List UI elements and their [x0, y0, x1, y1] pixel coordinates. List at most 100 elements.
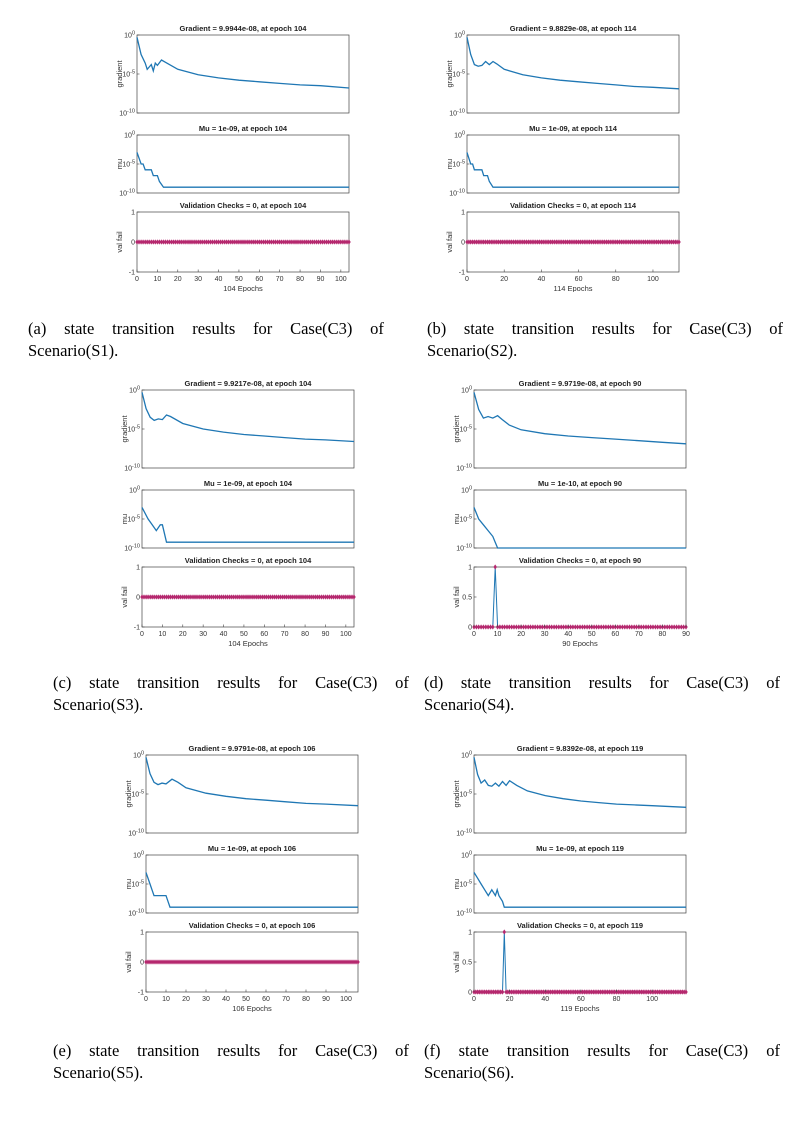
y-tick-label: 0 [136, 595, 140, 602]
mu-series-line [141, 507, 354, 543]
chart-svg: Gradient = 9.8392e-08, at epoch 119 gradi… [452, 744, 688, 1012]
x-tick-label: 30 [202, 996, 210, 1003]
x-axis-label: 119 Epochs [560, 1004, 599, 1012]
subplot-gradient: Gradient = 9.8829e-08, at epoch 114 gradi… [445, 24, 680, 118]
x-tick-label: 100 [335, 276, 347, 283]
y-tick-label: 100 [461, 486, 472, 495]
chart-panel-d: Gradient = 9.9719e-08, at epoch 90 gradie… [452, 375, 692, 647]
val-fail-point [476, 624, 481, 630]
val-fail-point [587, 624, 592, 630]
x-tick-label: 0 [472, 631, 476, 638]
x-tick-label: 100 [646, 996, 658, 1003]
x-tick-label: 40 [541, 996, 549, 1003]
y-tick-label: 1 [136, 565, 140, 572]
x-tick-label: 80 [659, 631, 667, 638]
x-tick-label: 30 [194, 276, 202, 283]
plot-frame [473, 754, 687, 834]
y-tick-label: 10-5 [459, 425, 472, 434]
subplot-gradient: Gradient = 9.9791e-08, at epoch 106 gradi… [124, 744, 359, 838]
subplot-gradient: Gradient = 9.8392e-08, at epoch 119 gradi… [452, 744, 687, 838]
subplot-val-fail: Validation Checks = 0, at epoch 106 val f… [124, 921, 360, 1012]
y-tick-label: 10-5 [131, 880, 144, 889]
y-axis-label: val fail [445, 231, 454, 253]
subplot-title: Mu = 1e-09, at epoch 119 [536, 844, 624, 853]
val-fail-point [655, 624, 660, 630]
x-tick-label: 20 [182, 996, 190, 1003]
y-tick-label: 10-10 [128, 909, 144, 918]
y-tick-label: 100 [133, 851, 144, 860]
plot-frame [141, 489, 355, 549]
val-fail-point [651, 624, 655, 630]
y-tick-label: 100 [461, 751, 472, 760]
subplot-gradient: Gradient = 9.9944e-08, at epoch 104 gradi… [115, 24, 350, 118]
val-fail-point [491, 624, 495, 630]
subplot-gradient: Gradient = 9.9217e-08, at epoch 104 gradi… [120, 379, 355, 473]
gradient-series-line [145, 757, 359, 807]
x-tick-label: 10 [162, 996, 170, 1003]
val-fail-point [646, 624, 651, 630]
val-fail-point [571, 624, 575, 630]
x-tick-label: 20 [506, 996, 514, 1003]
y-axis-label: gradient [120, 415, 129, 443]
subplot-title: Validation Checks = 0, at epoch 114 [510, 201, 637, 210]
caption-d: (d) state transition results for Case(C3) of S… [424, 673, 780, 714]
x-tick-label: 60 [255, 276, 263, 283]
y-tick-label: 10-5 [459, 880, 472, 889]
y-axis-label: mu [452, 514, 461, 524]
val-fail-point [486, 624, 490, 630]
caption-e: (e) state transition results for Case(C3) of S… [53, 1041, 409, 1082]
y-axis-label: val fail [115, 231, 124, 253]
val-fail-point [630, 624, 634, 630]
plot-frame [466, 34, 680, 114]
x-tick-label: 30 [541, 631, 549, 638]
x-tick-label: 80 [296, 276, 304, 283]
subplot-title: Validation Checks = 0, at epoch 90 [519, 556, 641, 565]
y-tick-label: 10-5 [122, 160, 135, 169]
mu-series-line [473, 872, 686, 908]
val-fail-point [533, 624, 537, 630]
val-fail-point [540, 624, 545, 630]
subplot-title: Gradient = 9.9944e-08, at epoch 104 [180, 24, 308, 33]
y-axis-label: mu [120, 514, 129, 524]
subplot-title: Validation Checks = 0, at epoch 106 [189, 921, 316, 930]
y-tick-label: 1 [468, 930, 472, 937]
y-axis-label: gradient [452, 415, 461, 443]
y-tick-label: 10-10 [456, 909, 472, 918]
y-tick-label: 10-5 [131, 790, 144, 799]
y-axis-label: mu [115, 159, 124, 169]
x-axis-label: 104 Epochs [228, 639, 268, 647]
y-tick-label: 1 [140, 930, 144, 937]
caption-f: (f) state transition results for Case(C3) of S… [424, 1041, 780, 1082]
subplot-mu: Mu = 1e-09, at epoch 114 mu 100 10-5 10-10 [445, 124, 680, 198]
subplot-mu: Mu = 1e-09, at epoch 106 mu 100 10-5 10-10 [124, 844, 359, 918]
subplot-mu: Mu = 1e-09, at epoch 119 mu 100 10-5 10-10 [452, 844, 687, 918]
val-fail-point [634, 624, 639, 630]
y-tick-label: 0.5 [462, 595, 472, 602]
plot-frame [145, 854, 359, 914]
y-tick-label: 100 [133, 751, 144, 760]
val-fail-point [481, 624, 486, 630]
y-axis-label: val fail [124, 951, 133, 973]
val-fail-point [528, 624, 533, 630]
x-tick-label: 100 [340, 631, 352, 638]
subplot-title: Validation Checks = 0, at epoch 119 [517, 921, 643, 930]
subplot-val-fail: Validation Checks = 0, at epoch 104 val f… [120, 556, 356, 647]
subplot-mu: Mu = 1e-09, at epoch 104 mu 100 10-5 10-10 [120, 479, 355, 553]
plot-frame [145, 754, 359, 834]
x-tick-label: 100 [647, 276, 659, 283]
y-tick-label: 100 [124, 131, 135, 140]
y-tick-label: 10-5 [122, 70, 135, 79]
val-fail-point [641, 624, 646, 630]
x-tick-label: 0 [472, 996, 476, 1003]
y-tick-label: 0.5 [462, 960, 472, 967]
y-tick-label: -1 [459, 270, 465, 277]
x-tick-label: 60 [611, 631, 619, 638]
chart-panel-a: Gradient = 9.9944e-08, at epoch 104 gradi… [115, 20, 355, 292]
x-tick-label: 40 [537, 276, 545, 283]
chart-panel-c: Gradient = 9.9217e-08, at epoch 104 gradi… [120, 375, 360, 647]
gradient-series-line [466, 37, 680, 90]
val-fail-point [592, 624, 596, 630]
subplot-title: Gradient = 9.8829e-08, at epoch 114 [510, 24, 637, 33]
y-tick-label: 0 [131, 240, 135, 247]
subplot-val-fail: Validation Checks = 0, at epoch 104 val f… [115, 201, 351, 292]
